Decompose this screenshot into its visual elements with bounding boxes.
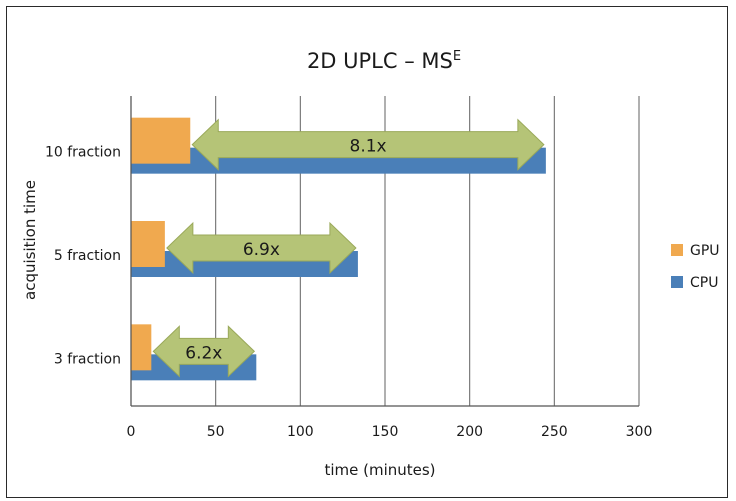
y-tick-label-3-fraction: 3 fraction	[54, 351, 121, 367]
chart-title: 2D UPLC – MSE	[307, 49, 461, 73]
y-tick-label-5-fraction: 5 fraction	[54, 248, 121, 264]
speedup-arrow-3-fraction	[152, 325, 256, 378]
speedup-label-5-fraction: 6.9x	[243, 240, 280, 260]
y-tick-label-10-fraction: 10 fraction	[45, 145, 121, 161]
legend-swatch-gpu	[671, 244, 683, 256]
speedup-arrow-5-fraction	[166, 221, 357, 275]
legend-label-gpu: GPU	[690, 243, 720, 259]
axes: 0 50 100 150 200 250 300 10 fraction 5 fraction 3…	[45, 96, 652, 440]
x-tick-label-0: 0	[127, 424, 136, 440]
speedup-label-10-fraction: 8.1x	[350, 137, 387, 157]
gpu-bar-3-fraction	[131, 324, 152, 371]
gpu-bar-5-fraction	[131, 221, 165, 267]
x-tick-label-300: 300	[626, 424, 653, 440]
legend-swatch-cpu	[671, 276, 683, 288]
speedup-label-3-fraction: 6.2x	[185, 343, 222, 363]
x-tick-label-200: 200	[456, 424, 483, 440]
chart-frame	[6, 6, 728, 498]
x-tick-label-150: 150	[372, 424, 399, 440]
speedup-arrows: 8.1x 6.9x 6.2x	[152, 118, 545, 378]
legend-label-cpu: CPU	[690, 275, 718, 291]
gpu-bar-10-fraction	[131, 117, 191, 164]
x-axis-label: time (minutes)	[324, 461, 435, 479]
chart-title-superscript: E	[453, 49, 461, 64]
x-tick-label-250: 250	[541, 424, 568, 440]
speedup-arrow-10-fraction	[191, 118, 545, 171]
legend: GPU CPU	[671, 243, 720, 291]
y-axis-label: acquisition time	[21, 180, 39, 300]
x-tick-label-50: 50	[207, 424, 225, 440]
x-tick-label-100: 100	[287, 424, 314, 440]
